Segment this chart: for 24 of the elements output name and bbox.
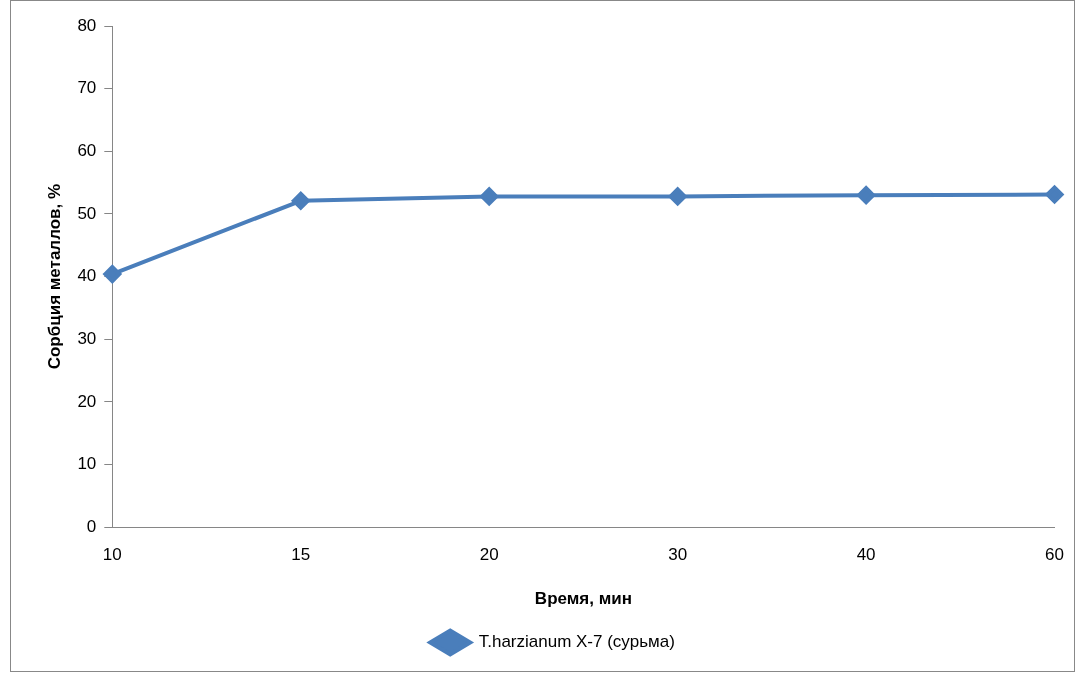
y-tick-label: 10 (77, 454, 97, 474)
point (103, 265, 122, 284)
x-tick-label: 10 (102, 545, 122, 565)
y-tick-label: 80 (77, 15, 97, 35)
x-tick-label: 40 (856, 545, 876, 565)
point (480, 187, 499, 206)
y-tick-label: 50 (77, 203, 97, 223)
x-axis-title: Время, мин (534, 589, 632, 609)
x-tick-label: 15 (291, 545, 311, 565)
point (291, 191, 310, 210)
y-tick-label: 60 (77, 140, 97, 160)
x-tick-label: 20 (479, 545, 499, 565)
y-tick-label: 70 (77, 78, 97, 98)
x-tick-label: 30 (668, 545, 688, 565)
point (1045, 185, 1064, 204)
point (668, 187, 687, 206)
y-axis-title: Сорбция металлов, % (44, 183, 64, 370)
x-tick-label: 60 (1045, 545, 1065, 565)
y-tick-label: 0 (86, 516, 97, 536)
legend-label: T.harzianum X-7 (сурьма) (478, 632, 675, 652)
y-tick-label: 20 (77, 391, 97, 411)
y-tick-label: 30 (77, 328, 97, 348)
y-tick-label: 40 (77, 266, 97, 286)
point (857, 186, 876, 205)
